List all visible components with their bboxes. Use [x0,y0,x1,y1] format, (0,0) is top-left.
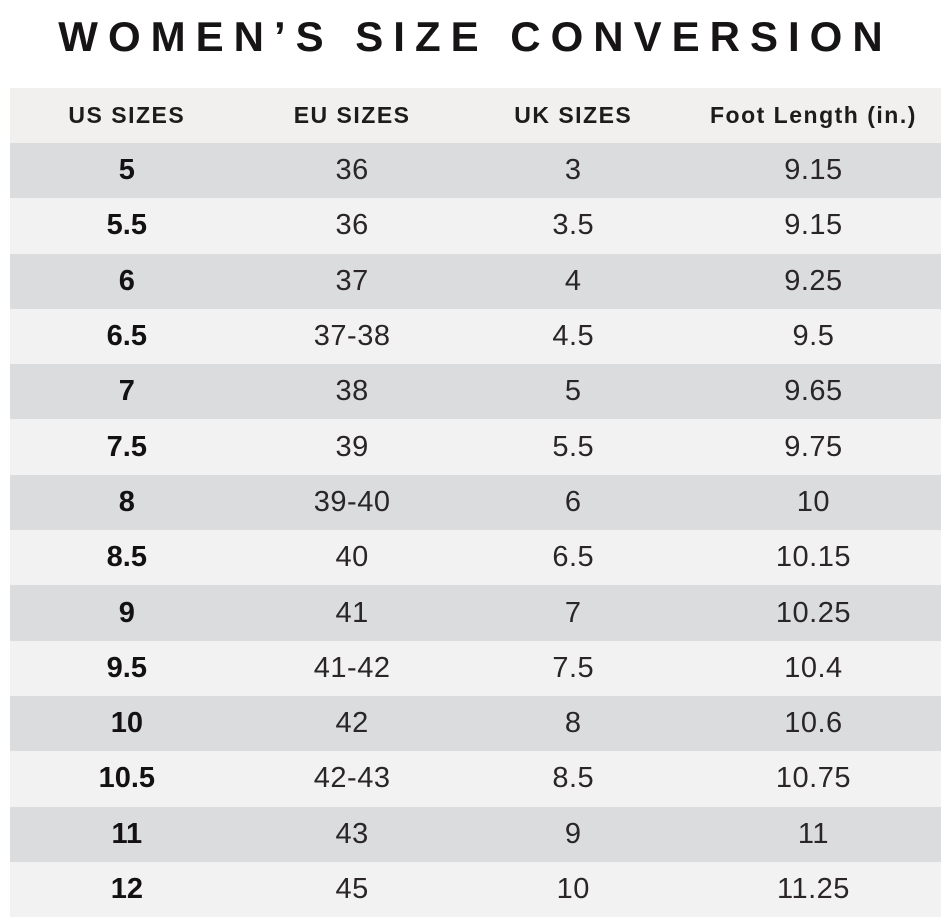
cell-eu-size: 41 [335,596,369,629]
cell-us-size: 10 [110,707,143,740]
column-header-foot-length: Foot Length (in.) [709,102,917,128]
table-row: 9.5 41-42 7.5 10.4 [10,640,941,696]
cell-foot-length: 10 [796,485,831,518]
cell-us-size: 5 [118,154,135,187]
cell-us-size: 12 [110,873,143,905]
cell-uk-size: 8 [564,707,582,740]
cell-eu-size: 39 [335,430,369,463]
cell-eu-size: 39-40 [313,485,391,518]
column-header-eu-sizes: EU SIZES [293,102,411,128]
cell-uk-size: 6.5 [552,541,595,574]
table-body: 5 36 3 9.15 5.5 36 3.5 9.15 6 37 4 9.25 6.5 37-38 4.5 9… [10,143,941,917]
cell-us-size: 5.5 [106,209,147,242]
cell-uk-size: 5.5 [552,430,595,463]
cell-us-size: 8.5 [106,541,147,574]
cell-foot-length: 10.6 [784,707,843,740]
table-row: 10.5 42-43 8.5 10.75 [10,751,941,807]
cell-us-size: 11 [111,817,143,850]
table-row: 6.5 37-38 4.5 9.5 [10,308,941,365]
cell-eu-size: 36 [335,209,369,242]
table-row: 10 42 8 10.6 [10,695,941,752]
cell-uk-size: 9 [564,817,582,850]
cell-uk-size: 4.5 [552,320,595,353]
cell-us-size: 7.5 [106,430,147,463]
column-header-us-sizes: US SIZES [68,102,186,128]
cell-us-size: 9 [118,596,135,629]
cell-eu-size: 42-43 [313,762,391,795]
cell-foot-length: 11.25 [776,873,850,905]
cell-foot-length: 9.75 [784,430,843,463]
cell-uk-size: 10 [556,873,590,905]
cell-us-size: 6.5 [106,320,147,353]
cell-us-size: 9.5 [106,651,147,684]
cell-foot-length: 9.15 [784,154,843,187]
table-row: 7.5 39 5.5 9.75 [10,419,941,475]
cell-eu-size: 37 [335,264,369,297]
cell-foot-length: 10.15 [775,541,851,574]
cell-uk-size: 7.5 [552,651,595,684]
size-conversion-table: US SIZES EU SIZES UK SIZES Foot Length (… [10,88,941,917]
table-row: 12 45 10 11.25 [10,861,941,917]
cell-us-size: 8 [118,485,135,518]
cell-uk-size: 6 [564,485,582,518]
page-title: WOMEN’S SIZE CONVERSION [58,13,893,60]
cell-foot-length: 10.25 [775,596,851,629]
cell-foot-length: 9.25 [784,264,843,297]
table-row: 8 39-40 6 10 [10,474,941,531]
table-row: 11 43 9 11 [10,806,941,862]
table-row: 5.5 36 3.5 9.15 [10,198,941,254]
cell-eu-size: 38 [335,375,369,408]
cell-foot-length: 9.15 [784,209,843,242]
cell-us-size: 7 [118,375,135,408]
cell-foot-length: 9.65 [784,375,843,408]
cell-eu-size: 36 [335,154,369,187]
cell-eu-size: 43 [335,817,369,850]
table-header-row: US SIZES EU SIZES UK SIZES Foot Length (… [10,88,941,143]
cell-us-size: 10.5 [98,762,156,795]
table-row: 5 36 3 9.15 [10,143,941,199]
cell-foot-length: 11 [797,817,829,850]
cell-uk-size: 7 [564,596,582,629]
column-header-uk-sizes: UK SIZES [514,102,633,128]
cell-eu-size: 37-38 [313,320,391,353]
cell-eu-size: 40 [335,541,369,574]
cell-foot-length: 10.75 [775,762,851,795]
cell-eu-size: 42 [335,707,369,740]
cell-foot-length: 9.5 [792,320,835,353]
cell-uk-size: 4 [564,264,582,297]
cell-eu-size: 45 [335,873,369,905]
cell-uk-size: 3 [564,154,582,187]
cell-eu-size: 41-42 [313,651,391,684]
table-row: 8.5 40 6.5 10.15 [10,530,941,586]
cell-uk-size: 8.5 [552,762,595,795]
cell-uk-size: 5 [564,375,582,408]
table-row: 6 37 4 9.25 [10,253,941,309]
cell-uk-size: 3.5 [552,209,595,242]
table-row: 7 38 5 9.65 [10,364,941,420]
cell-foot-length: 10.4 [784,651,843,684]
cell-us-size: 6 [118,264,135,297]
table-row: 9 41 7 10.25 [10,585,941,641]
